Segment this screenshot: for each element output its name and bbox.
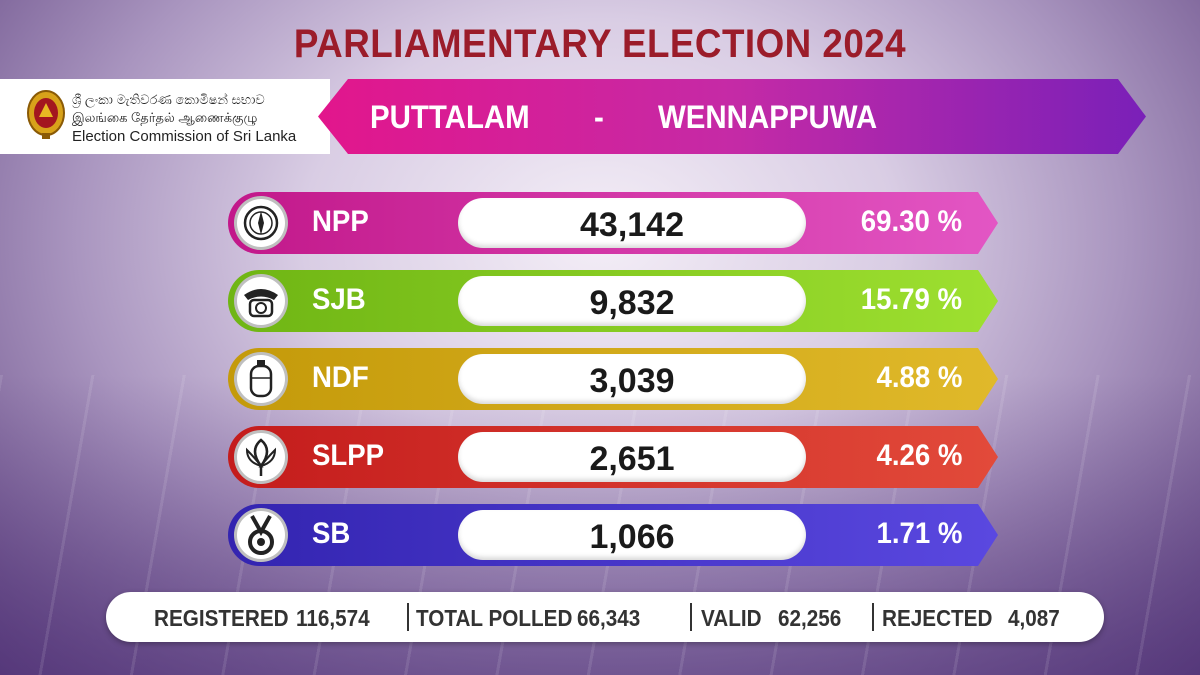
result-row-sjb: SJB 9,832 15.79 % (228, 270, 998, 332)
district-name: PUTTALAM (370, 99, 530, 135)
division-name: WENNAPPUWA (658, 99, 878, 135)
total-polled-label: TOTAL POLLED (416, 605, 573, 631)
votes-pill: 1,066 (458, 510, 806, 560)
separator (872, 603, 874, 631)
commission-name-english: Election Commission of Sri Lanka (72, 128, 297, 145)
party-votes: 9,832 (589, 284, 675, 322)
telephone-icon (234, 274, 288, 328)
party-percent: 1.71 % (876, 517, 962, 550)
lotus-bud-icon (234, 430, 288, 484)
summary-bar: REGISTERED 116,574 TOTAL POLLED 66,343 V… (106, 592, 1104, 642)
gas-cylinder-icon (234, 352, 288, 406)
compass-icon (234, 196, 288, 250)
page-title: PARLIAMENTARY ELECTION 2024 (293, 22, 907, 66)
votes-pill: 9,832 (458, 276, 806, 326)
result-row-slpp: SLPP 2,651 4.26 % (228, 426, 998, 488)
result-row-ndf: NDF 3,039 4.88 % (228, 348, 998, 410)
medal-icon (234, 508, 288, 562)
party-votes: 43,142 (580, 206, 684, 244)
party-name: NDF (312, 361, 369, 394)
votes-pill: 2,651 (458, 432, 806, 482)
electorate-banner: PUTTALAM - WENNAPPUWA (318, 79, 1146, 154)
party-percent: 15.79 % (860, 283, 962, 316)
separator (690, 603, 692, 631)
party-votes: 1,066 (589, 518, 675, 556)
banner-dash: - (594, 99, 604, 135)
election-commission-logo: ශ්‍රී ලංකා මැතිවරණ කොමිෂන් සභාව இலங்கை த… (0, 79, 330, 154)
total-polled-value: 66,343 (577, 605, 641, 631)
party-name: SJB (312, 283, 366, 316)
party-percent: 69.30 % (860, 205, 962, 238)
votes-pill: 43,142 (458, 198, 806, 248)
registered-value: 116,574 (296, 605, 370, 631)
party-percent: 4.26 % (876, 439, 962, 472)
sri-lanka-emblem-icon (27, 90, 65, 139)
party-name: NPP (312, 205, 369, 238)
registered-label: REGISTERED (154, 605, 289, 631)
rejected-value: 4,087 (1008, 605, 1060, 631)
party-name: SB (312, 517, 351, 550)
result-row-sb: SB 1,066 1.71 % (228, 504, 998, 566)
party-percent: 4.88 % (876, 361, 962, 394)
result-row-npp: NPP 43,142 69.30 % (228, 192, 998, 254)
rejected-label: REJECTED (882, 605, 993, 631)
party-votes: 3,039 (589, 362, 675, 400)
commission-name-sinhala: ශ්‍රී ලංකා මැතිවරණ කොමිෂන් සභාව (72, 92, 265, 107)
commission-name-tamil: இலங்கை தேர்தல் ஆணைக்குழு (72, 110, 258, 125)
valid-value: 62,256 (778, 605, 842, 631)
valid-label: VALID (701, 605, 762, 631)
votes-pill: 3,039 (458, 354, 806, 404)
party-votes: 2,651 (589, 440, 675, 478)
separator (407, 603, 409, 631)
party-name: SLPP (312, 439, 385, 472)
